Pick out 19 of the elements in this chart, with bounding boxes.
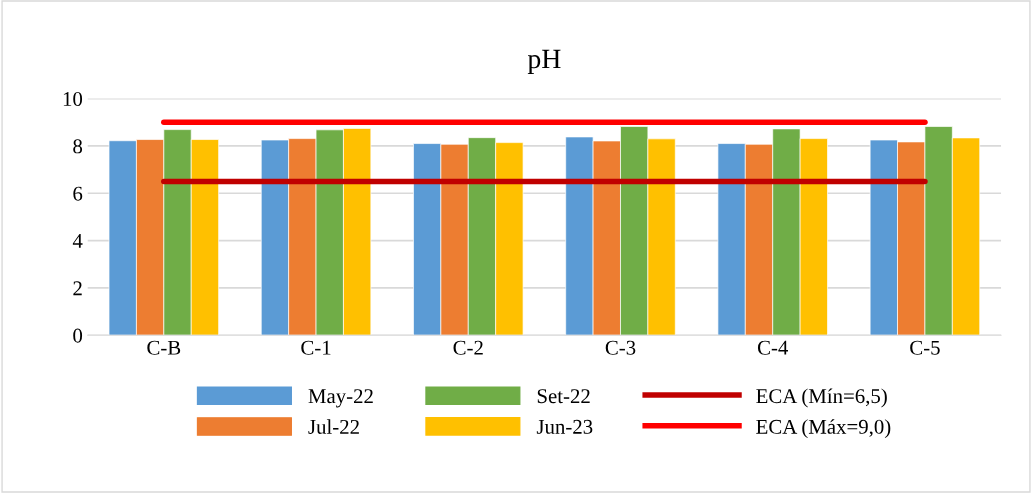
x-tick-label: C-2 xyxy=(453,340,483,355)
legend-label: Jun-23 xyxy=(536,419,593,434)
legend-label: Set-22 xyxy=(537,389,590,404)
x-tick-label: C-B xyxy=(147,340,181,355)
legend-label: ECA (Máx=9,0) xyxy=(756,419,891,439)
x-tick-label: C-4 xyxy=(757,340,789,355)
y-tick-label: 6 xyxy=(73,186,83,201)
x-tick-label: C-3 xyxy=(605,340,636,355)
legend-label: May-22 xyxy=(308,389,373,408)
legend-label: ECA (Mín=6,5) xyxy=(756,388,887,408)
y-tick-label: 10 xyxy=(63,91,83,107)
y-tick-label: 4 xyxy=(72,234,83,248)
chart-title: pH xyxy=(527,49,561,74)
y-tick-label: 0 xyxy=(73,328,83,343)
legend-label: Jul-22 xyxy=(308,419,359,434)
x-tick-label: C-1 xyxy=(301,340,331,355)
x-tick-label: C-5 xyxy=(910,340,940,355)
y-tick-label: 8 xyxy=(73,139,83,154)
y-tick-label: 2 xyxy=(73,281,82,296)
